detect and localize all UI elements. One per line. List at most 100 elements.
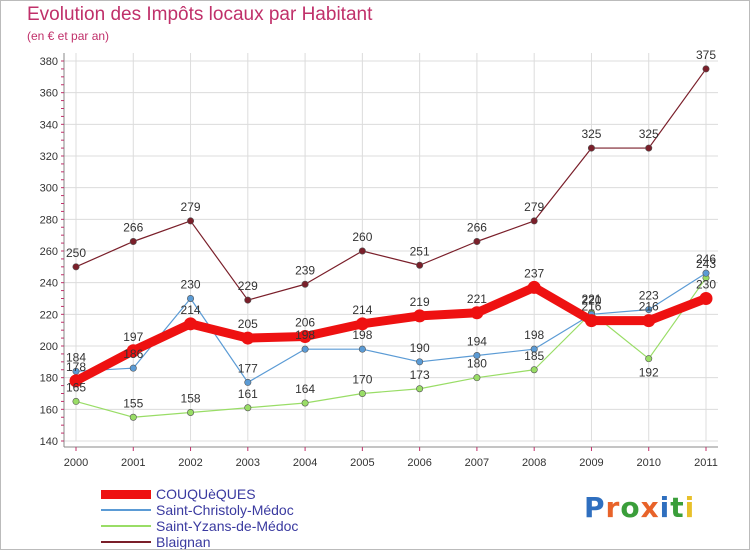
- data-label: 279: [181, 200, 201, 214]
- data-point: [699, 292, 713, 305]
- data-label: 192: [639, 366, 659, 380]
- x-tick-label: 2007: [465, 457, 489, 469]
- data-point: [642, 314, 656, 328]
- y-tick-label: 320: [40, 151, 58, 163]
- data-point: [358, 345, 366, 353]
- data-label: 219: [410, 295, 430, 309]
- data-point: [527, 280, 541, 294]
- data-label: 198: [524, 328, 544, 342]
- logo-letter: r: [605, 491, 621, 524]
- data-point: [530, 217, 538, 225]
- data-point: [72, 397, 80, 405]
- y-tick-label: 140: [40, 436, 58, 448]
- data-point: [69, 374, 83, 388]
- data-label: 279: [524, 200, 544, 214]
- data-label: 165: [66, 380, 86, 394]
- data-label: 243: [696, 257, 716, 271]
- data-label: 221: [467, 292, 487, 306]
- data-label: 250: [66, 246, 86, 260]
- data-point: [473, 351, 481, 359]
- data-label: 260: [352, 230, 372, 244]
- data-point: [72, 263, 80, 271]
- data-point: [470, 306, 484, 320]
- y-tick-label: 280: [40, 214, 58, 226]
- data-point: [416, 385, 424, 393]
- data-point: [129, 413, 137, 421]
- data-point: [413, 309, 427, 323]
- data-label: 230: [181, 278, 201, 292]
- data-label: 221: [581, 292, 601, 306]
- data-point: [702, 65, 710, 73]
- data-point: [187, 294, 195, 302]
- logo-letter: i: [684, 491, 696, 524]
- x-tick-label: 2005: [350, 457, 374, 469]
- logo-letter: P: [584, 491, 606, 524]
- y-tick-label: 200: [40, 341, 58, 353]
- data-label: 190: [410, 341, 430, 355]
- x-tick-label: 2000: [64, 457, 88, 469]
- data-point: [473, 238, 481, 246]
- x-tick-label: 2009: [579, 457, 603, 469]
- data-point: [355, 317, 369, 331]
- logo-letter: i: [659, 491, 671, 524]
- data-label: 251: [410, 244, 430, 258]
- data-point: [241, 331, 255, 345]
- legend-label: Saint-Yzans-de-Médoc: [156, 518, 299, 534]
- data-label: 170: [352, 373, 372, 387]
- data-label: 216: [581, 300, 601, 314]
- data-point: [244, 296, 252, 304]
- data-point: [187, 408, 195, 416]
- data-label: 375: [696, 48, 716, 62]
- data-point: [584, 314, 598, 328]
- data-point: [530, 345, 538, 353]
- data-point: [184, 317, 198, 331]
- y-tick-label: 380: [40, 56, 58, 68]
- data-point: [645, 306, 653, 314]
- legend-label: Saint-Christoly-Médoc: [156, 502, 294, 518]
- data-label: 186: [123, 347, 143, 361]
- data-point: [358, 389, 366, 397]
- data-label: 206: [295, 316, 315, 330]
- x-tick-label: 2004: [293, 457, 317, 469]
- data-label: 178: [66, 360, 86, 374]
- logo-letter: t: [670, 491, 685, 524]
- chart-title: Evolution des Impôts locaux par Habitant: [27, 4, 373, 25]
- y-tick-label: 300: [40, 183, 58, 195]
- data-label: 214: [352, 303, 372, 317]
- data-point: [530, 366, 538, 374]
- data-label: 155: [123, 396, 143, 410]
- logo-letter: x: [640, 491, 660, 524]
- data-label: 197: [123, 330, 143, 344]
- data-point: [416, 261, 424, 269]
- data-point: [645, 355, 653, 363]
- logo-letter: o: [620, 491, 641, 524]
- data-point: [244, 404, 252, 412]
- data-label: 266: [467, 221, 487, 235]
- chart-subtitle: (en € et par an): [27, 29, 110, 43]
- y-tick-label: 340: [40, 119, 58, 131]
- data-label: 180: [467, 357, 487, 371]
- proxiti-logo: Proxiti: [584, 491, 695, 524]
- x-tick-label: 2003: [236, 457, 260, 469]
- data-label: 164: [295, 382, 315, 396]
- data-label: 237: [524, 266, 544, 280]
- data-label: 161: [238, 387, 258, 401]
- data-point: [126, 344, 140, 358]
- series-line: [75, 272, 707, 384]
- data-label: 158: [181, 392, 201, 406]
- legend-label: Blaignan: [156, 534, 211, 550]
- data-point: [587, 144, 595, 152]
- data-point: [129, 364, 137, 372]
- data-point: [645, 144, 653, 152]
- data-label: 185: [524, 349, 544, 363]
- data-label: 194: [467, 335, 487, 349]
- legend-swatch: [101, 525, 151, 527]
- data-label: 229: [238, 279, 258, 293]
- data-point: [416, 358, 424, 366]
- data-point: [301, 345, 309, 353]
- data-point: [301, 280, 309, 288]
- data-label: 184: [66, 350, 86, 364]
- data-label: 223: [639, 289, 659, 303]
